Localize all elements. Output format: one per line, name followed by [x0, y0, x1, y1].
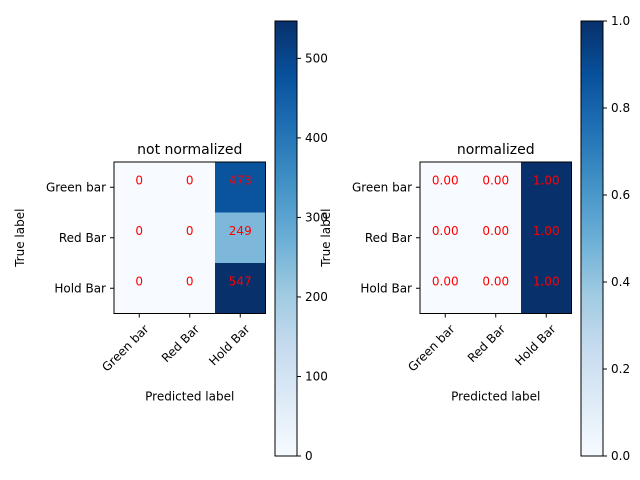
colorbar-frame: [580, 20, 604, 457]
matrix-cell: [164, 212, 216, 264]
matrix-cell: [114, 212, 165, 264]
y-tick-label: Hold Bar: [360, 281, 412, 295]
cell-value-label: 0: [135, 274, 143, 288]
matrix-cell: [420, 162, 471, 213]
cell-value-label: 0: [135, 224, 143, 238]
chart-title: not normalized: [137, 142, 242, 158]
cell-value-label: 0.00: [432, 173, 459, 187]
cell-value-label: 0: [186, 173, 194, 187]
colorbar-tick-label: 100: [305, 369, 328, 383]
cell-value-label: 0: [135, 173, 143, 187]
colorbar-tick-label: 0.4: [611, 275, 630, 289]
matrix-cell: [215, 263, 266, 314]
matrix-cell: [164, 162, 216, 213]
matrix-cell: [470, 162, 522, 213]
colorbar-tick-label: 0.6: [611, 188, 630, 202]
matrix-cell: [470, 212, 522, 264]
y-axis-label: True label: [319, 209, 333, 268]
matrix-cell: [420, 212, 471, 264]
colorbar-tick-label: 400: [305, 131, 328, 145]
cell-value-label: 1.00: [533, 173, 560, 187]
x-axis-label: Predicted label: [451, 390, 540, 404]
matrix-cell: [215, 212, 266, 264]
colorbar-tick-label: 300: [305, 210, 328, 224]
y-tick-label: Red Bar: [59, 231, 106, 245]
colorbar-tick-label: 500: [305, 51, 328, 65]
cell-value-label: 0.00: [482, 224, 509, 238]
colorbar-tick-label: 200: [305, 290, 328, 304]
colorbar-tick-label: 0.8: [611, 101, 630, 115]
matrix-cell: [470, 263, 522, 314]
cell-value-label: 0: [186, 224, 194, 238]
cell-value-label: 547: [229, 274, 252, 288]
cell-value-label: 1.00: [533, 224, 560, 238]
cell-value-label: 0.00: [432, 224, 459, 238]
colorbar-tick-label: 0: [305, 449, 313, 463]
y-tick-label: Green bar: [352, 180, 412, 194]
cell-value-label: 249: [229, 224, 252, 238]
matrix-cell: [215, 162, 266, 213]
cell-value-label: 0.00: [482, 173, 509, 187]
colorbar-tick-label: 0.2: [611, 362, 630, 376]
y-tick-label: Hold Bar: [54, 281, 106, 295]
chart-title: normalized: [457, 142, 535, 158]
y-tick-label: Red Bar: [365, 231, 412, 245]
colorbar-gradient: [581, 21, 603, 456]
cell-value-label: 473: [229, 173, 252, 187]
colorbar-gradient: [275, 21, 297, 456]
cell-value-label: 1.00: [533, 274, 560, 288]
x-axis-label: Predicted label: [145, 390, 234, 404]
colorbar-frame: [274, 20, 298, 457]
matrix-cell: [114, 162, 165, 213]
matrix-cell: [521, 212, 572, 264]
matrix-cell: [420, 263, 471, 314]
colorbar-tick-label: 1.0: [611, 14, 630, 28]
matrix-cell: [521, 162, 572, 213]
y-tick-label: Green bar: [46, 180, 106, 194]
matrix-cell: [164, 263, 216, 314]
cell-value-label: 0.00: [482, 274, 509, 288]
y-axis-label: True label: [13, 209, 27, 268]
matrix-cell: [521, 263, 572, 314]
matrix-cell: [114, 263, 165, 314]
cell-value-label: 0: [186, 274, 194, 288]
colorbar-tick-label: 0.0: [611, 449, 630, 463]
cell-value-label: 0.00: [432, 274, 459, 288]
